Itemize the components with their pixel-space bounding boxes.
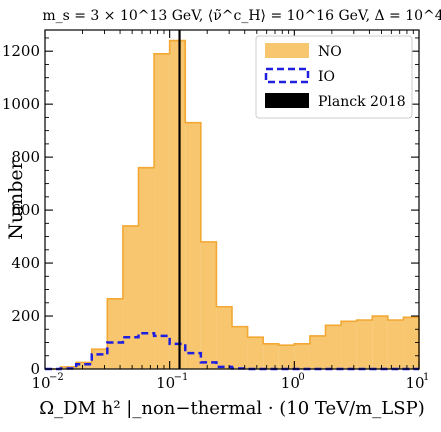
chart-title: m_s = 3 × 10^13 GeV, ⟨ν̃^c_H⟩ = 10^16 Ge… — [42, 8, 441, 24]
io-histogram — [45, 331, 419, 371]
y-tick-label: 800 — [11, 148, 40, 166]
svg-text:10: 10 — [405, 374, 424, 392]
y-tick-label: 0 — [30, 360, 40, 378]
no-bar — [122, 225, 139, 369]
no-bar — [356, 320, 373, 369]
no-bar — [185, 122, 201, 369]
legend-io-swatch — [264, 67, 310, 84]
svg-text:10: 10 — [281, 374, 300, 392]
svg-text:10: 10 — [31, 374, 50, 392]
svg-text:10: 10 — [156, 374, 175, 392]
no-bar — [154, 53, 170, 369]
plot-frame — [44, 29, 420, 370]
no-outline — [45, 39, 420, 370]
no-bar — [107, 298, 123, 369]
no-bar — [263, 343, 279, 369]
no-bar — [278, 345, 295, 369]
y-tick-label: 600 — [11, 201, 40, 219]
no-bar — [309, 335, 326, 369]
y-tick-label: 200 — [11, 307, 40, 325]
io-outline — [45, 331, 419, 371]
svg-text:1: 1 — [423, 372, 429, 383]
no-bar — [387, 320, 404, 369]
legend-io-label: IO — [318, 69, 335, 85]
y-tick-label: 400 — [11, 254, 40, 272]
x-tick-label: 100 — [281, 372, 305, 392]
x-tick-label: 101 — [405, 372, 429, 392]
y-tick-label: 1200 — [2, 42, 40, 60]
legend-no-label: NO — [318, 44, 342, 60]
no-bar — [200, 241, 217, 369]
legend-planck-swatch — [265, 93, 309, 108]
no-bar — [91, 349, 108, 369]
x-tick-label: 10−1 — [156, 372, 188, 392]
x-axis-label: Ω_DM h² |_non−thermal · (10 TeV/m_LSP) — [39, 398, 424, 419]
svg-text:−1: −1 — [174, 372, 189, 383]
no-bar — [341, 321, 357, 369]
x-tick-label: 10−2 — [31, 372, 63, 392]
no-bar — [216, 306, 232, 369]
no-bar — [372, 316, 388, 369]
no-bar — [403, 317, 419, 369]
legend-no-swatch — [265, 43, 309, 58]
no-bar — [138, 167, 155, 369]
no-bar — [232, 326, 248, 369]
legend-planck-label: Planck 2018 — [318, 94, 406, 110]
axis-ticks — [44, 30, 420, 370]
no-histogram — [45, 39, 420, 370]
no-bar — [169, 40, 186, 369]
no-bar — [325, 325, 342, 369]
no-bar — [294, 343, 310, 369]
x-tick-labels: 10−2 10−1 100 101 — [31, 372, 429, 392]
y-tick-label: 1000 — [2, 95, 40, 113]
y-axis-label: Number — [5, 159, 27, 239]
y-tick-labels: 0 200 400 600 800 1000 1200 — [2, 42, 40, 378]
svg-text:0: 0 — [298, 372, 304, 383]
svg-text:−2: −2 — [49, 372, 64, 383]
legend: NO IO Planck 2018 — [255, 35, 413, 119]
no-bar — [76, 362, 92, 369]
no-bar — [247, 337, 264, 369]
